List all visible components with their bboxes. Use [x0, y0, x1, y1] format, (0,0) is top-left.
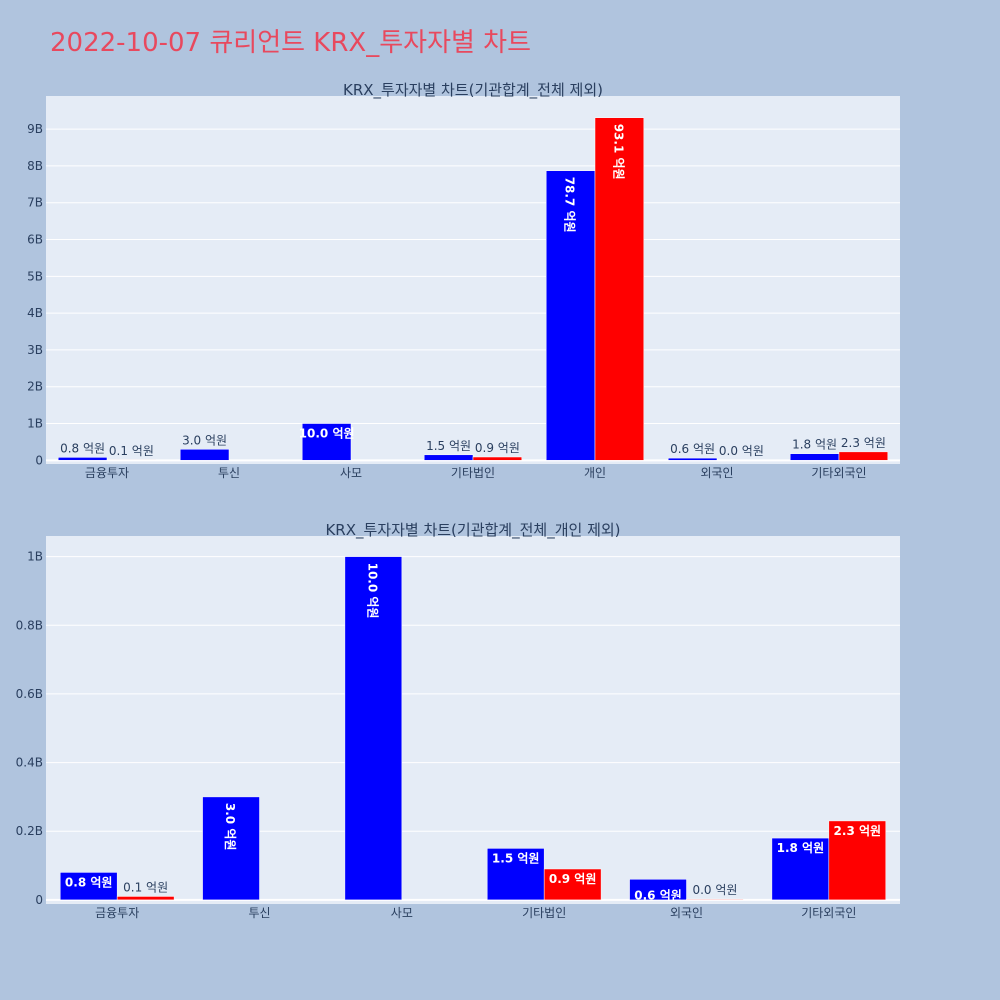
y-tick-label: 6B — [27, 233, 43, 247]
x-tick-label: 기타법인 — [522, 906, 566, 920]
data-label: 1.5 억원 — [426, 439, 471, 453]
bar — [472, 456, 523, 461]
bar — [344, 556, 403, 901]
bar — [106, 459, 157, 461]
x-tick-label: 투신 — [218, 466, 240, 480]
data-label: 10.0 억원 — [299, 427, 355, 441]
y-tick-label: 0.8B — [16, 618, 43, 632]
data-label: 2.3 억원 — [834, 824, 882, 838]
x-tick-label: 기타외국인 — [801, 906, 856, 920]
data-label: 78.7 억원 — [563, 177, 577, 233]
bar — [828, 820, 887, 901]
subplot-title: KRX_투자자별 차트(기관합계_전체 제외) — [343, 81, 603, 100]
x-tick-label: 투신 — [248, 906, 270, 920]
y-tick-label: 0 — [35, 893, 43, 907]
y-tick-label: 1B — [27, 550, 43, 564]
bar — [116, 896, 175, 901]
data-label: 0.8 억원 — [65, 875, 113, 889]
bar — [629, 879, 687, 901]
bar — [667, 457, 718, 461]
plot-area — [46, 536, 900, 904]
data-label: 3.0 억원 — [182, 433, 227, 447]
bar — [789, 453, 840, 461]
y-tick-label: 7B — [27, 196, 43, 210]
data-label: 2.3 억원 — [841, 436, 886, 450]
x-tick-label: 기타외국인 — [811, 466, 866, 480]
data-label: 0.0 억원 — [719, 444, 764, 458]
bar — [59, 872, 118, 901]
x-tick-label: 개인 — [584, 466, 606, 480]
bar — [594, 117, 645, 461]
y-tick-label: 9B — [27, 122, 43, 136]
data-label: 0.9 억원 — [549, 872, 597, 886]
y-tick-label: 5B — [27, 269, 43, 283]
x-tick-label: 금융투자 — [85, 466, 129, 480]
page-title: 2022-10-07 큐리언트 KRX_투자자별 차트 — [50, 28, 532, 58]
y-tick-label: 2B — [27, 380, 43, 394]
x-tick-label: 금융투자 — [95, 906, 139, 920]
data-label: 1.8 억원 — [792, 438, 837, 452]
x-tick-label: 사모 — [391, 906, 413, 920]
data-label: 10.0 억원 — [365, 563, 379, 619]
y-tick-label: 0.6B — [16, 687, 43, 701]
x-tick-label: 기타법인 — [451, 466, 495, 480]
data-label: 0.6 억원 — [670, 442, 715, 456]
data-label: 3.0 억원 — [223, 803, 237, 851]
y-tick-label: 3B — [27, 343, 43, 357]
bar — [486, 848, 545, 901]
data-label: 1.5 억원 — [492, 851, 540, 865]
bar — [686, 898, 744, 901]
bar — [545, 170, 596, 461]
bar — [423, 454, 474, 461]
bar — [57, 457, 108, 461]
subplot-1: 0 1B 2B 3B 4B 5B 6B 7B 8B 9B KRX_투자자별 차트(기관합계_전체 제… — [27, 81, 900, 480]
x-tick-label: 외국인 — [670, 906, 703, 920]
y-tick-label: 0.2B — [16, 824, 43, 838]
data-label: 0.0 억원 — [692, 883, 737, 897]
subplot-2: 0 0.2B 0.4B 0.6B 0.8B 1B KRX_투자자별 차트(기관합계_전체_개… — [16, 521, 900, 920]
bar — [301, 423, 352, 461]
y-tick-label: 8B — [27, 159, 43, 173]
y-tick-label: 0 — [35, 453, 43, 467]
bar — [202, 796, 260, 901]
x-tick-label: 사모 — [340, 466, 362, 480]
data-label: 0.6 억원 — [634, 888, 682, 902]
data-label: 0.1 억원 — [123, 880, 168, 894]
x-tick-label: 외국인 — [700, 466, 733, 480]
plot-area — [46, 96, 900, 464]
subplot-title: KRX_투자자별 차트(기관합계_전체_개인 제외) — [325, 521, 620, 540]
bar — [838, 451, 889, 461]
data-label: 0.9 억원 — [475, 441, 520, 455]
bar — [771, 837, 830, 901]
y-tick-label: 4B — [27, 306, 43, 320]
bar — [716, 459, 767, 461]
data-label: 0.8 억원 — [60, 441, 105, 455]
data-label: 0.1 억원 — [109, 444, 154, 458]
y-tick-label: 1B — [27, 417, 43, 431]
bar — [543, 868, 602, 901]
data-label: 93.1 억원 — [611, 124, 625, 180]
data-label: 1.8 억원 — [777, 841, 825, 855]
y-tick-label: 0.4B — [16, 756, 43, 770]
bar — [179, 449, 230, 461]
